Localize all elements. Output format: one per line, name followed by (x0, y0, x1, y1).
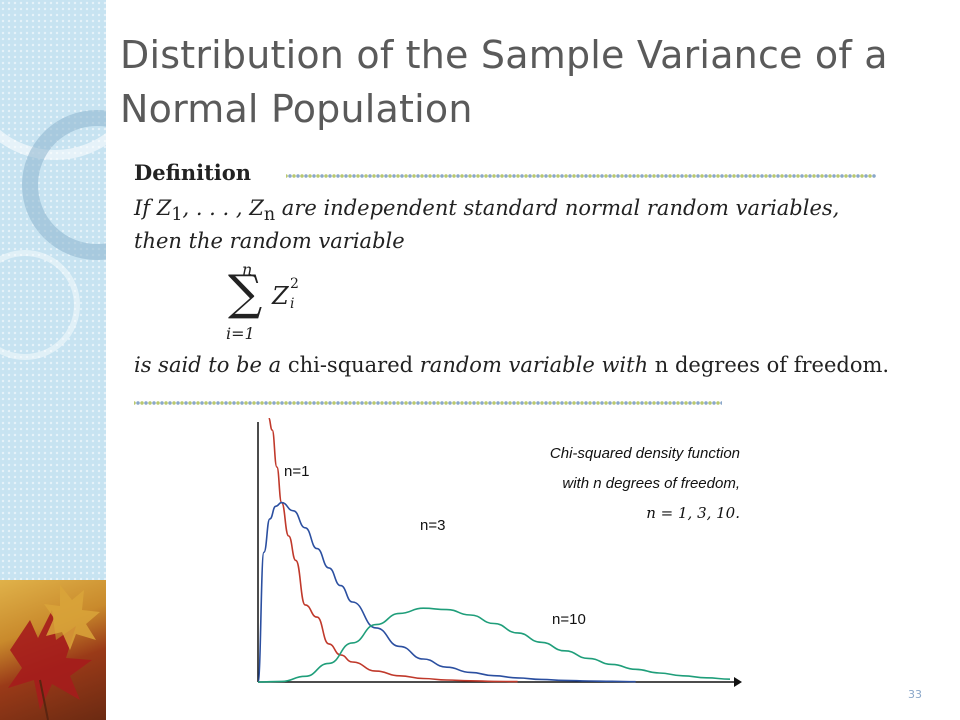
definition-text: random variable with (413, 353, 655, 377)
definition-line-1: If Z1, . . . , Zn are independent standa… (134, 196, 839, 225)
formula-term: Z (272, 282, 289, 310)
sum-lower-limit: i=1 (226, 324, 255, 343)
definition-text: are independent standard normal random v… (275, 196, 840, 220)
definition-heading: Definition (134, 160, 252, 185)
definition-text: If Z (134, 196, 172, 220)
series-label-n10: n=10 (552, 611, 586, 628)
chart-annotation-line-2: with n degrees of freedom, (562, 475, 740, 492)
series-line-n1 (267, 418, 518, 683)
dotted-divider (286, 173, 876, 179)
definition-text: is said to be a (134, 353, 288, 377)
chart-annotation-line-1: Chi-squared density function (550, 445, 740, 462)
subscript: n (263, 205, 276, 226)
formula-subscript: i (290, 296, 295, 312)
definition-line-2: then the random variable (134, 229, 405, 253)
series-line-n10 (257, 607, 731, 683)
definition-text: , . . . , Z (182, 196, 264, 220)
slide-title: Distribution of the Sample Variance of a… (120, 33, 888, 131)
dotted-divider (134, 400, 722, 406)
definition-text: n degrees of freedom. (654, 353, 890, 377)
definition-line-3: is said to be a chi-squared random varia… (134, 353, 889, 377)
autumn-leaves-image (0, 580, 106, 720)
sum-upper-limit: n (242, 260, 253, 279)
series-layer (257, 418, 731, 683)
chi-squared-chart: n=1 n=3 n=10 Chi-squared density functio… (257, 418, 742, 687)
series-line-n3 (257, 501, 636, 683)
definition-text: chi-squared (287, 353, 414, 377)
series-label-n3: n=3 (420, 517, 445, 534)
page-number: 33 (908, 688, 922, 701)
decorative-side-strip (0, 0, 106, 720)
chart-annotation-line-3: n = 1, 3, 10. (646, 504, 740, 522)
sigma-symbol: ∑ (228, 265, 263, 321)
maple-leaf-icon (8, 585, 100, 720)
x-axis-arrow-icon (734, 677, 742, 687)
subscript: 1 (171, 205, 183, 226)
decorative-ring (0, 250, 80, 360)
sum-formula: n ∑ i=1 Z 2 i (224, 258, 344, 348)
series-label-n1: n=1 (284, 463, 309, 480)
formula-superscript: 2 (290, 276, 299, 292)
